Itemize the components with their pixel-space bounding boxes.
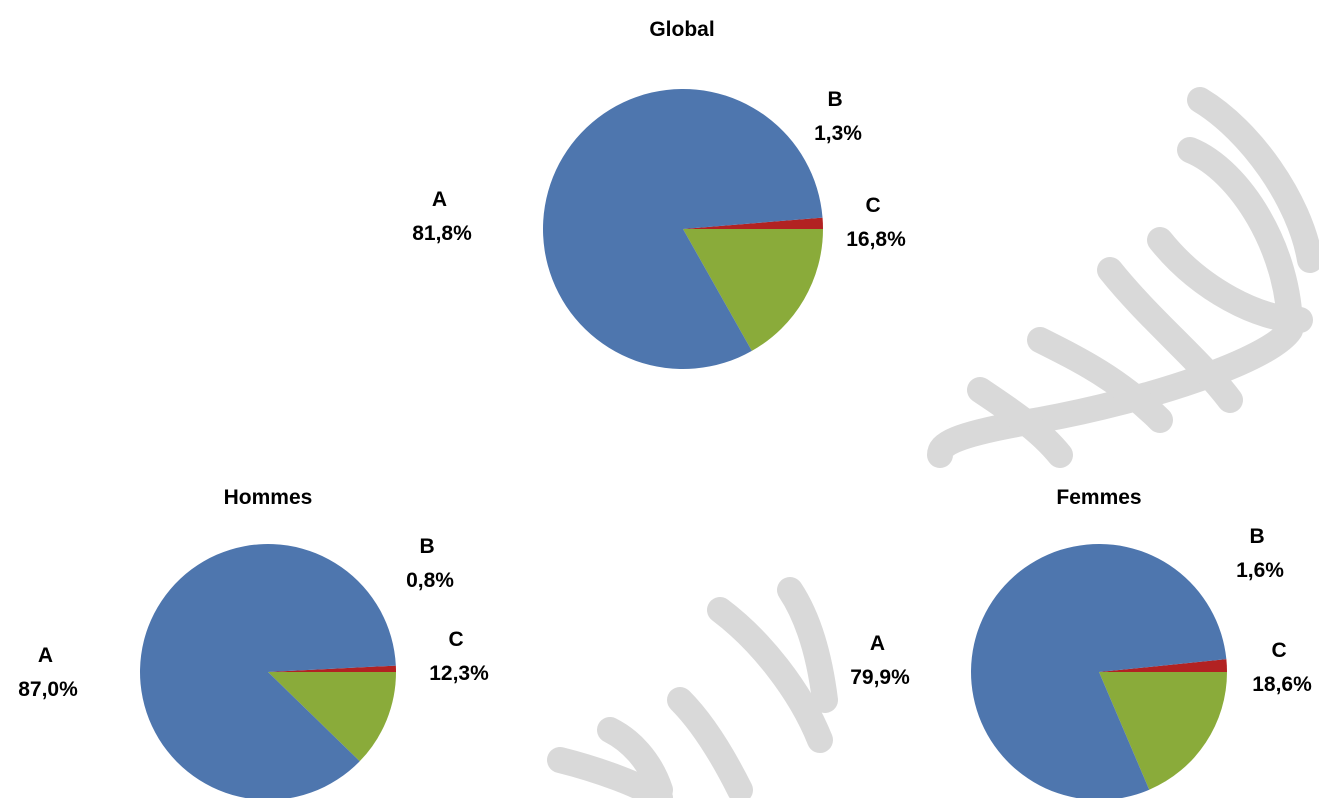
- pie-slice-hommes-b: [268, 665, 396, 672]
- pie-chart-hommes: Hommes A 87,0% B 0,8% C 12,3%: [18, 486, 489, 798]
- watermark-stroke-10: [597, 717, 673, 798]
- pie-slice-femmes-a: [971, 544, 1227, 798]
- chart-title-global: Global: [649, 18, 714, 41]
- pie-slice-global-b: [683, 217, 823, 229]
- slice-label-hommes-a: A 87,0%: [18, 644, 78, 701]
- watermark-stroke-7: [707, 597, 833, 753]
- watermark-stroke-2: [1187, 87, 1319, 273]
- pie-slice-global-c: [683, 229, 823, 351]
- slice-name-hommes-b: B: [419, 535, 434, 558]
- slice-label-femmes-a: A 79,9%: [850, 632, 910, 689]
- slice-value-hommes-b: 0,8%: [406, 569, 454, 592]
- slice-name-global-a: A: [432, 188, 447, 211]
- pie-slice-hommes-c: [268, 672, 396, 762]
- watermark: [547, 87, 1319, 798]
- slice-name-femmes-c: C: [1271, 639, 1286, 662]
- chart-title-hommes: Hommes: [224, 486, 313, 509]
- slice-value-femmes-a: 79,9%: [850, 666, 910, 689]
- watermark-stroke-1: [927, 137, 1303, 468]
- slice-label-global-b: B 1,3%: [814, 88, 862, 145]
- slice-label-global-c: C 16,8%: [846, 194, 906, 251]
- watermark-stroke-11: [777, 577, 838, 713]
- chart-title-femmes: Femmes: [1056, 486, 1141, 509]
- slice-name-hommes-a: A: [38, 644, 53, 667]
- slice-label-femmes-c: C 18,6%: [1252, 639, 1312, 696]
- pie-slice-global-a: [542, 89, 823, 370]
- slice-label-global-a: A 81,8%: [412, 188, 472, 245]
- slice-value-hommes-a: 87,0%: [18, 678, 78, 701]
- slice-value-femmes-c: 18,6%: [1252, 673, 1312, 696]
- slice-value-global-a: 81,8%: [412, 222, 472, 245]
- slice-name-femmes-b: B: [1249, 525, 1264, 548]
- watermark-stroke-8: [667, 687, 753, 798]
- pie-slice-femmes-c: [1099, 672, 1227, 790]
- slice-name-femmes-a: A: [870, 632, 885, 655]
- slice-value-global-b: 1,3%: [814, 122, 862, 145]
- slice-name-global-b: B: [827, 88, 842, 111]
- watermark-stroke-5: [1027, 327, 1173, 433]
- watermark-stroke-4: [1147, 227, 1313, 333]
- pie-chart-global: Global A 81,8% B 1,3% C 16,8%: [412, 18, 906, 370]
- slice-label-hommes-b: B 0,8%: [406, 535, 454, 592]
- pie-chart-femmes: Femmes A 79,9% B 1,6% C 18,6%: [850, 486, 1312, 798]
- pie-slices-femmes: [971, 544, 1227, 798]
- watermark-stroke-3: [1097, 257, 1243, 413]
- slice-label-hommes-c: C 12,3%: [429, 628, 489, 685]
- pie-slice-hommes-a: [140, 544, 396, 798]
- pie-slices-hommes: [140, 544, 396, 798]
- slice-value-femmes-b: 1,6%: [1236, 559, 1284, 582]
- slice-value-hommes-c: 12,3%: [429, 662, 489, 685]
- pie-slice-femmes-b: [1099, 659, 1227, 672]
- pie-slices-global: [542, 89, 823, 370]
- slice-label-femmes-b: B 1,6%: [1236, 525, 1284, 582]
- slice-value-global-c: 16,8%: [846, 228, 906, 251]
- watermark-stroke-6: [967, 377, 1073, 468]
- slice-name-global-c: C: [865, 194, 880, 217]
- slice-name-hommes-c: C: [448, 628, 463, 651]
